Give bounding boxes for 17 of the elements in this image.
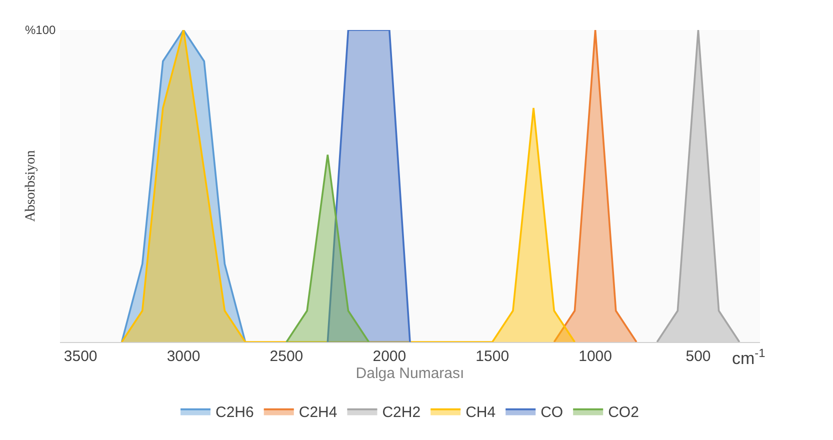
x-tick-label: 2500	[270, 348, 304, 365]
legend-label: C2H2	[382, 404, 421, 422]
x-tick-label: 2000	[372, 348, 406, 365]
y-axis-title: Absorbsiyon	[24, 150, 39, 222]
x-tick-label: 1000	[578, 348, 612, 365]
legend-label: C2H6	[216, 404, 254, 422]
legend-label: C2H4	[298, 404, 338, 422]
legend-label: CO2	[608, 404, 639, 422]
legend-label: CH4	[466, 404, 496, 422]
x-axis-title: Dalga Numarası	[356, 365, 464, 382]
x-tick-label: 3000	[166, 348, 200, 365]
x-tick-label: 3500	[64, 348, 98, 365]
text: cm$^{-1}$	[732, 346, 766, 368]
legend-label: CO	[540, 404, 564, 422]
text: %100	[25, 23, 56, 37]
x-tick-label: 500	[686, 348, 711, 365]
x-tick-label: 1500	[476, 348, 510, 365]
